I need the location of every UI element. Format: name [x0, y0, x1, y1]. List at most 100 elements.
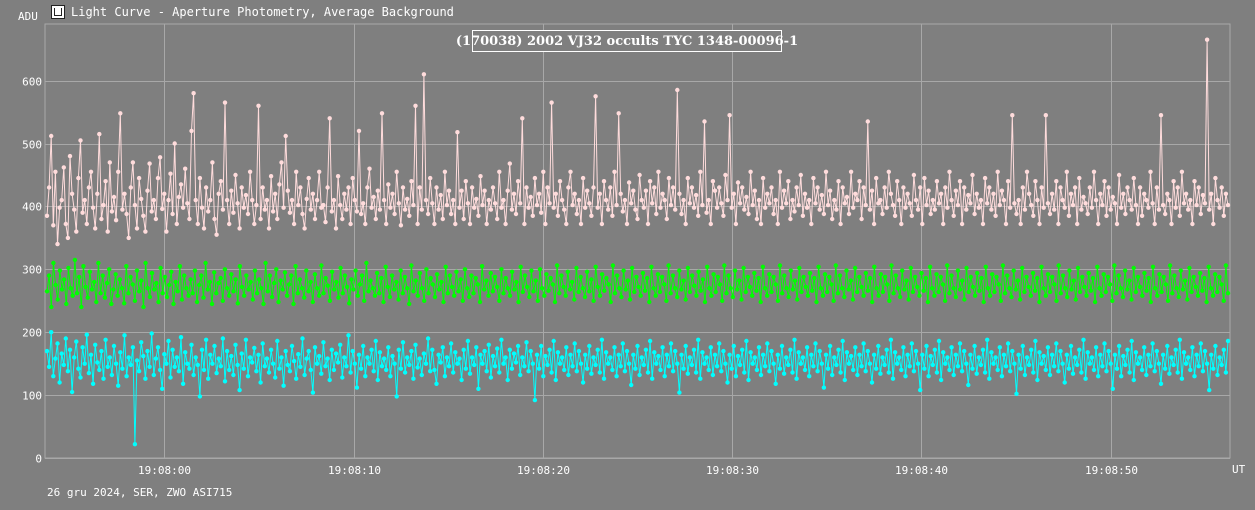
- data-point: [164, 229, 169, 234]
- data-point: [229, 188, 234, 193]
- data-point: [1129, 338, 1134, 344]
- data-point: [155, 345, 161, 350]
- data-point: [654, 361, 659, 366]
- data-point: [242, 293, 247, 298]
- data-point: [374, 270, 380, 276]
- data-point: [978, 362, 984, 368]
- data-point: [656, 169, 661, 174]
- data-point: [124, 211, 129, 217]
- data-point: [385, 284, 390, 290]
- data-point: [70, 293, 75, 298]
- data-point: [1150, 201, 1155, 206]
- data-point: [1183, 191, 1189, 196]
- data-point: [222, 379, 228, 384]
- data-point: [720, 298, 725, 303]
- data-point: [321, 340, 326, 345]
- data-point: [67, 153, 73, 159]
- data-point: [260, 341, 265, 346]
- data-point: [870, 299, 875, 305]
- data-point: [853, 345, 858, 350]
- data-point: [859, 364, 864, 369]
- data-point: [901, 345, 906, 350]
- data-point: [1209, 352, 1214, 357]
- data-point: [495, 216, 500, 222]
- data-point: [838, 370, 843, 375]
- data-point: [784, 355, 789, 360]
- data-point: [683, 343, 688, 349]
- data-point: [771, 211, 776, 217]
- data-point: [132, 298, 138, 303]
- data-point: [636, 284, 641, 290]
- data-point: [367, 166, 372, 171]
- y-tick-label: 0: [35, 453, 42, 466]
- data-point: [154, 280, 159, 286]
- data-point: [812, 275, 817, 281]
- data-point: [844, 350, 850, 355]
- data-point: [964, 361, 969, 366]
- data-point: [224, 197, 230, 203]
- data-point: [46, 273, 52, 278]
- data-point: [920, 352, 925, 357]
- data-point: [199, 347, 205, 352]
- data-point: [153, 216, 159, 222]
- data-point: [739, 297, 744, 302]
- window-app-icon[interactable]: [51, 5, 65, 19]
- data-point: [381, 299, 386, 305]
- data-point: [270, 361, 276, 366]
- data-point: [325, 185, 330, 190]
- data-point: [366, 289, 371, 294]
- data-point: [907, 201, 912, 206]
- data-point: [57, 205, 62, 210]
- data-point: [1225, 202, 1231, 208]
- data-point: [295, 291, 300, 296]
- data-point: [859, 284, 864, 290]
- data-point: [488, 207, 494, 212]
- data-point: [394, 279, 399, 285]
- data-point: [74, 229, 79, 234]
- data-point: [524, 340, 529, 345]
- data-point: [731, 191, 736, 196]
- data-point: [642, 288, 648, 293]
- data-point: [482, 287, 487, 292]
- data-point: [1157, 272, 1162, 277]
- data-point: [1083, 376, 1088, 381]
- data-point: [1068, 343, 1074, 349]
- data-point: [176, 194, 182, 200]
- data-point: [752, 355, 757, 360]
- data-point: [532, 397, 538, 403]
- data-point: [432, 367, 437, 373]
- data-point: [172, 364, 177, 369]
- data-point: [53, 356, 58, 361]
- data-point: [222, 267, 228, 272]
- data-point: [80, 345, 85, 350]
- data-point: [788, 347, 793, 352]
- data-point: [996, 282, 1001, 287]
- data-point: [461, 216, 466, 222]
- data-point: [690, 273, 695, 278]
- data-point: [744, 338, 749, 344]
- data-point: [342, 355, 347, 360]
- data-point: [61, 165, 66, 170]
- data-point: [587, 343, 592, 349]
- data-point: [174, 355, 179, 360]
- data-point: [851, 205, 856, 210]
- data-point: [77, 274, 82, 280]
- data-point: [825, 366, 831, 371]
- data-point: [122, 333, 127, 338]
- data-point: [833, 263, 838, 268]
- data-point: [1177, 213, 1183, 218]
- data-point: [139, 196, 144, 202]
- data-point: [1058, 291, 1064, 296]
- data-point: [268, 174, 274, 179]
- data-point: [1139, 367, 1145, 373]
- data-point: [673, 348, 678, 354]
- data-point: [459, 188, 464, 193]
- data-point: [572, 341, 577, 346]
- data-point: [932, 293, 937, 298]
- data-point: [170, 347, 175, 352]
- data-point: [442, 169, 448, 174]
- data-point: [492, 274, 498, 280]
- data-point: [402, 207, 408, 212]
- data-point: [449, 284, 455, 290]
